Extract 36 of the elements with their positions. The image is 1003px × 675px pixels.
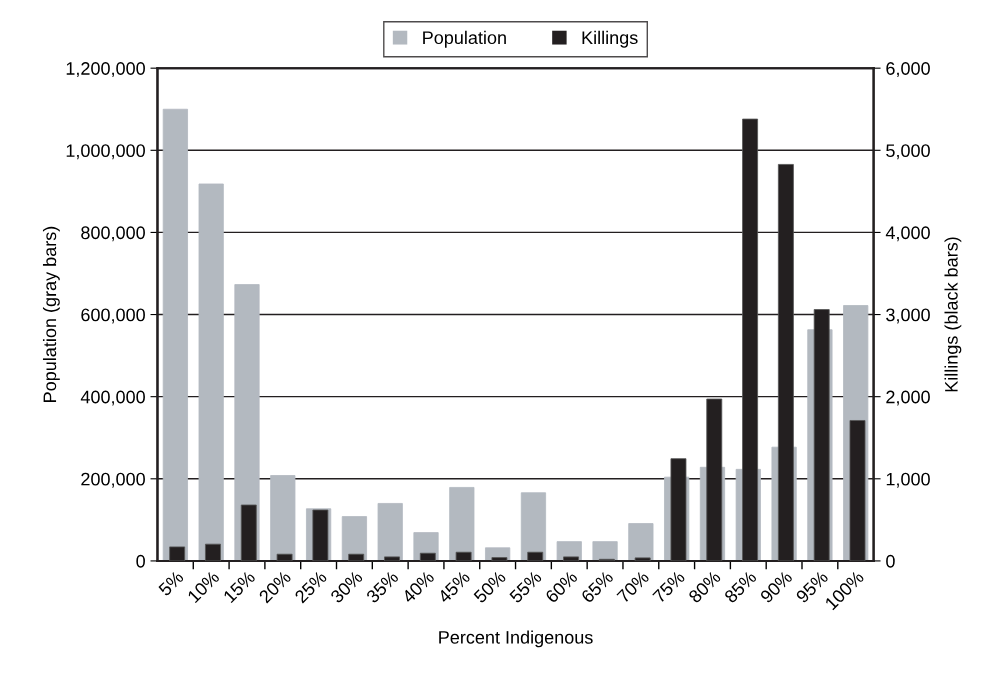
x-tick-label: 80% [687,570,722,604]
bar [628,523,654,561]
y2-tick-label: 6,000 [886,62,930,78]
x-axis-title: Percent Indigenous [439,630,593,648]
bar [592,541,618,561]
x-tick-label: 65% [580,570,614,604]
y2-tick-label: 2,000 [886,390,930,406]
y-tick-label: 0 [136,554,145,568]
y2-axis-title: Killings (black bars) [944,237,962,392]
x-tick-label: 45% [436,570,471,604]
bar [162,108,188,561]
y2-tick-label: 0 [886,554,895,568]
legend-label: Killings [582,30,638,48]
y-tick-label: 400,000 [80,390,145,406]
y-axis-title: Population (gray bars) [42,226,60,402]
legend-label: Population [423,30,506,48]
y-tick-label: 1,200,000 [66,62,145,78]
bar [449,487,475,561]
bar [270,475,296,561]
y-tick-label: 600,000 [81,308,145,324]
bar [520,492,547,561]
y2-tick-label: 5,000 [886,144,930,160]
y2-tick-label: 1,000 [886,472,930,488]
bar [341,516,367,561]
y2-tick-label: 4,000 [885,226,930,242]
x-tick-label: 75% [652,570,686,604]
x-tick-label: 60% [544,570,579,604]
y-tick-label: 200,000 [81,472,145,488]
bar [377,503,403,561]
x-tick-label: 40% [401,570,435,604]
y-tick-label: 800,000 [81,226,145,242]
y-tick-label: 1,000,000 [66,144,145,160]
x-tick-label: 5% [157,570,185,597]
y2-tick-label: 3,000 [886,308,930,324]
x-tick-label: 70% [616,570,650,604]
bar [198,183,224,561]
